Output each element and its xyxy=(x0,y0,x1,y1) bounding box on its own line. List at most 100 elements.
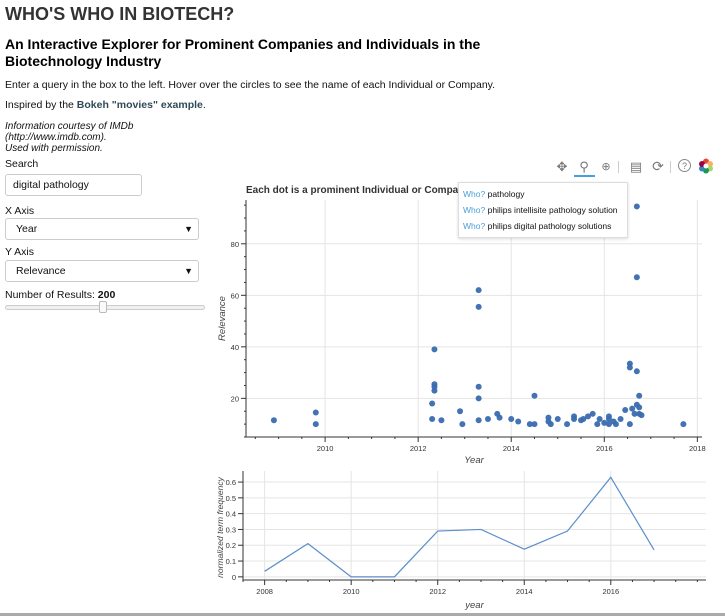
x-axis-title: year xyxy=(464,600,484,611)
data-point xyxy=(508,415,515,422)
x-tick-label: 2016 xyxy=(602,587,619,596)
x-tick-label: 2014 xyxy=(516,587,533,596)
data-point xyxy=(496,414,503,421)
instructions-text: Enter a query in the box to the left. Ho… xyxy=(5,79,496,91)
x-tick-label: 2016 xyxy=(596,444,613,453)
plot-toolbar: ✥ ⚲ ⊕ ▤ ⟳ ? xyxy=(554,158,719,178)
x-tick-label: 2018 xyxy=(689,444,706,453)
data-point xyxy=(475,417,482,424)
y-tick-label: 0.2 xyxy=(226,541,236,550)
chart-title: Each dot is a prominent Individual or Co… xyxy=(246,185,470,196)
hover-tooltip: Who? pathology Who? philips intellisite … xyxy=(458,182,628,238)
reset-icon[interactable]: ⟳ xyxy=(652,158,664,174)
y-axis-label: Y Axis xyxy=(5,246,34,258)
y-axis-title: normalized term frequency xyxy=(215,476,225,577)
y-tick-label: 0.3 xyxy=(226,525,236,534)
tooltip-key: Who? xyxy=(463,189,486,199)
data-point xyxy=(475,287,482,294)
data-point xyxy=(459,421,466,428)
data-point xyxy=(596,415,603,422)
y-tick-label: 40 xyxy=(231,343,239,352)
term-frequency-plot[interactable]: 2008 2010 2012 2014 2016 0 0.1 0.2 0.3 0.4 0.5 0.6 y… xyxy=(210,466,725,614)
series-line xyxy=(264,476,655,578)
inspired-text: Inspired by the Bokeh "movies" example. xyxy=(5,99,206,111)
page-title: WHO'S WHO IN BIOTECH? xyxy=(5,4,235,24)
x-tick-label: 2014 xyxy=(503,444,520,453)
data-point xyxy=(484,415,491,422)
credit-text: Information courtesy of IMDb (http://www… xyxy=(5,121,133,154)
bokeh-logo[interactable] xyxy=(698,158,714,174)
x-tick-label: 2010 xyxy=(343,587,360,596)
credit-line-1: Information courtesy of IMDb xyxy=(5,121,134,132)
y-axis-selected-value: Relevance xyxy=(16,265,66,277)
data-point xyxy=(431,387,438,394)
y-tick-label: 0.4 xyxy=(226,510,236,519)
data-point xyxy=(626,364,633,371)
data-point xyxy=(312,409,319,416)
data-point xyxy=(431,346,438,353)
y-tick-label: 0 xyxy=(232,573,236,582)
data-point xyxy=(270,417,277,424)
toolbar-divider xyxy=(670,161,671,173)
y-axis-select[interactable]: Relevance ▼ xyxy=(5,260,199,282)
y-tick-label: 0.1 xyxy=(226,557,236,566)
x-tick-label: 2012 xyxy=(429,587,446,596)
tooltip-value: philips intellisite pathology solution xyxy=(487,205,618,215)
help-icon[interactable]: ? xyxy=(678,159,691,172)
data-point xyxy=(585,413,591,420)
data-point xyxy=(475,303,482,310)
window-bottom-border xyxy=(0,613,725,616)
tooltip-row: Who? philips intellisite pathology solut… xyxy=(463,202,623,218)
data-point xyxy=(457,408,464,415)
x-axis-title: Year xyxy=(464,455,484,466)
slider-handle[interactable] xyxy=(99,301,107,313)
dropdown-arrow-icon: ▼ xyxy=(184,224,193,234)
data-point xyxy=(554,415,561,422)
data-point xyxy=(429,400,436,407)
y-tick-label: 0.6 xyxy=(226,478,236,487)
data-point xyxy=(531,421,538,428)
x-tick-label: 2008 xyxy=(256,587,273,596)
data-point xyxy=(617,415,624,422)
data-point xyxy=(633,274,640,281)
x-axis-selected-value: Year xyxy=(16,223,38,235)
subtitle-line-1: An Interactive Explorer for Prominent Co… xyxy=(5,36,481,52)
data-point xyxy=(475,395,482,402)
x-axis-label: X Axis xyxy=(5,205,35,217)
data-point xyxy=(429,415,436,422)
credit-line-3: Used with permission. xyxy=(5,143,103,154)
tooltip-value: pathology xyxy=(487,189,525,199)
results-value: 200 xyxy=(97,289,116,301)
box-zoom-icon[interactable]: ⚲ xyxy=(579,159,589,174)
tooltip-row: Who? philips digital pathology solutions xyxy=(463,218,623,234)
tooltip-value: philips digital pathology solutions xyxy=(487,221,612,231)
x-tick-label: 2010 xyxy=(317,444,334,453)
data-point xyxy=(438,417,445,424)
data-point xyxy=(631,410,638,417)
y-tick-label: 80 xyxy=(231,240,239,249)
data-point xyxy=(564,421,571,428)
tooltip-key: Who? xyxy=(463,221,486,231)
y-tick-label: 20 xyxy=(231,394,239,403)
save-icon[interactable]: ▤ xyxy=(629,159,643,174)
data-point xyxy=(526,421,533,428)
wheel-zoom-icon[interactable]: ⊕ xyxy=(601,161,611,173)
inspired-prefix: Inspired by the xyxy=(5,99,77,111)
data-point xyxy=(633,203,640,210)
data-point xyxy=(612,421,619,428)
x-axis-select[interactable]: Year ▼ xyxy=(5,218,199,240)
data-point xyxy=(475,383,482,390)
data-point xyxy=(638,412,645,419)
data-point xyxy=(589,410,596,417)
bokeh-movies-link[interactable]: Bokeh "movies" example xyxy=(76,99,203,111)
data-point xyxy=(605,421,612,428)
data-point xyxy=(636,392,643,399)
search-input[interactable]: digital pathology xyxy=(5,174,142,196)
y-axis-title: Relevance xyxy=(217,296,228,341)
data-point xyxy=(547,421,554,428)
data-point xyxy=(633,368,640,375)
pan-icon[interactable]: ✥ xyxy=(556,159,568,174)
data-point xyxy=(531,392,538,399)
scatter-plot[interactable]: Each dot is a prominent Individual or Co… xyxy=(210,178,725,468)
tooltip-key: Who? xyxy=(463,205,486,215)
